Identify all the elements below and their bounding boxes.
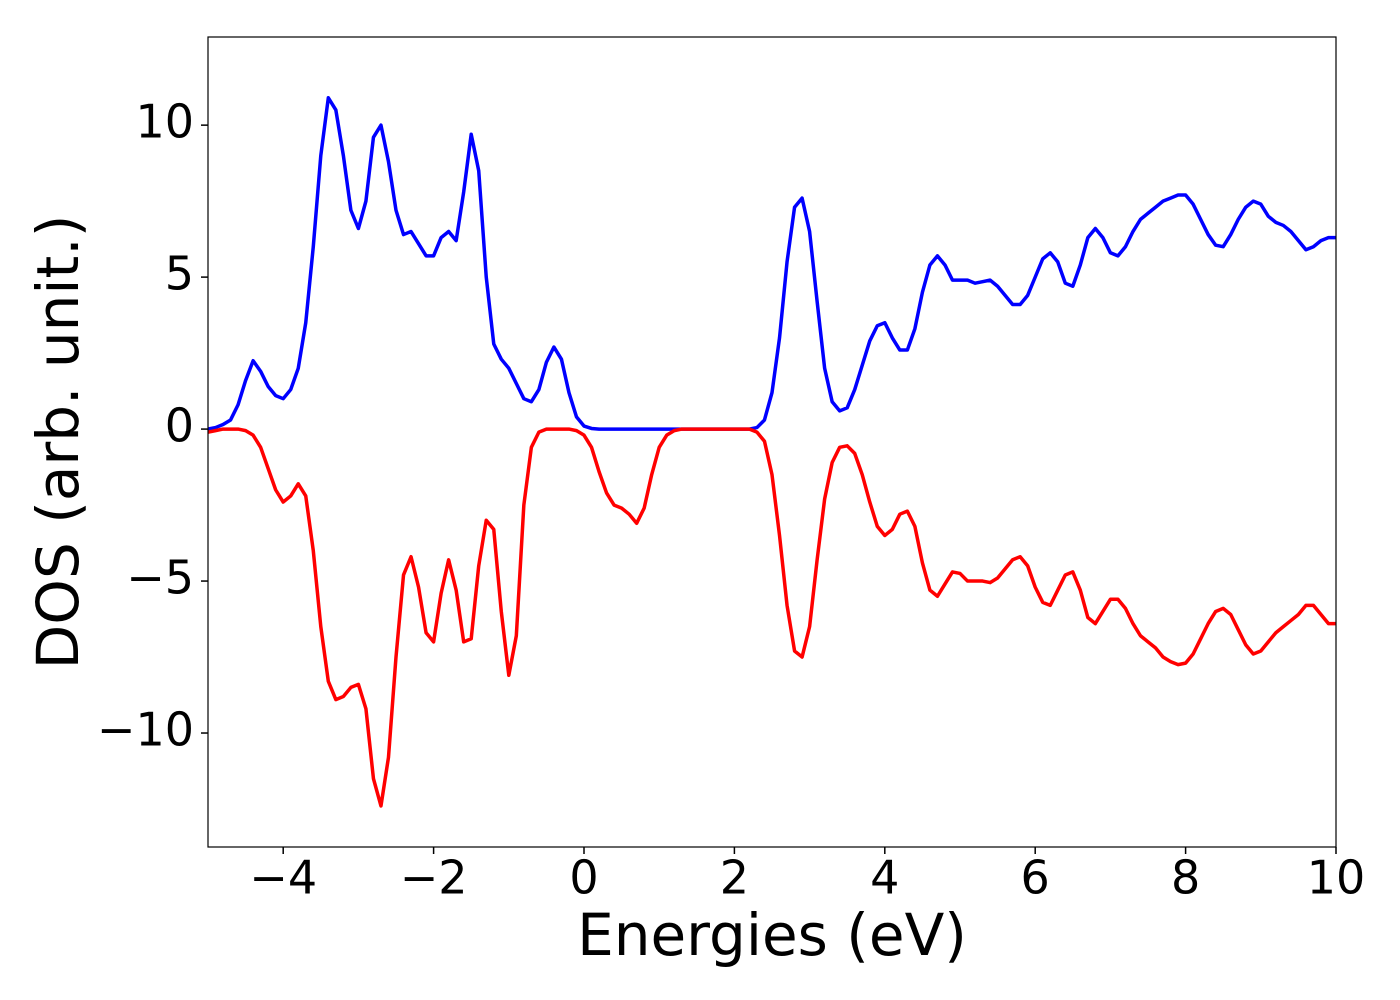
y-tick-label: 5 [165,247,194,301]
x-tick-label: 4 [870,851,899,905]
y-tick-label: −5 [126,551,194,605]
y-tick-label: −10 [97,703,194,757]
x-tick-label: −4 [249,851,317,905]
x-tick-label: 8 [1171,851,1200,905]
plot-frame [207,36,1337,848]
x-tick-label: −2 [400,851,468,905]
x-tick-label: 6 [1021,851,1050,905]
series-line [208,96,1336,431]
series-line [208,427,1336,808]
y-axis-label: DOS (arb. unit.) [24,215,92,670]
y-tick-label: 10 [135,95,194,149]
x-tick-label: 2 [720,851,749,905]
x-axis-label: Energies (eV) [577,901,967,969]
x-tick-label: 10 [1307,851,1366,905]
x-tick-label: 0 [569,851,598,905]
y-tick-label: 0 [165,399,194,453]
